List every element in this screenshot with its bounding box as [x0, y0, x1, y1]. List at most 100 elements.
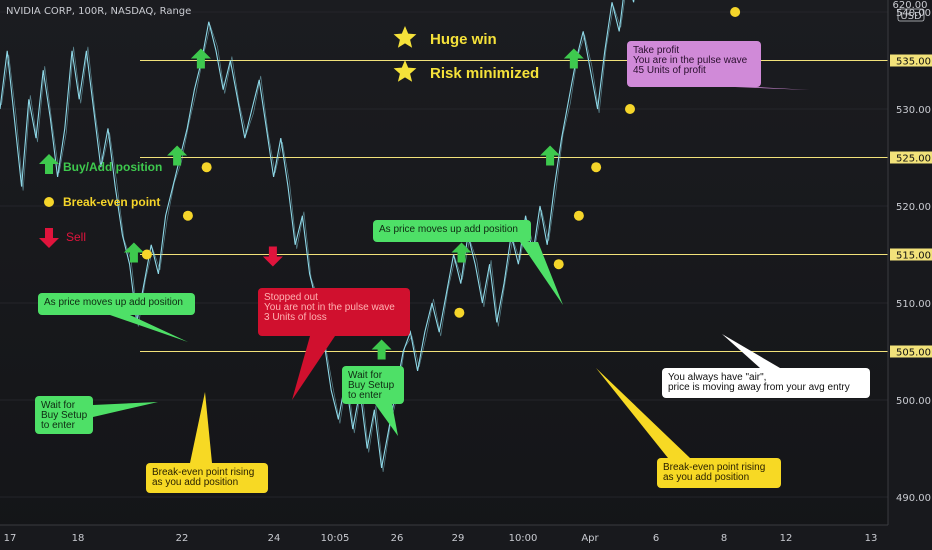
callout-text: You always have "air",: [668, 372, 766, 383]
breakeven-dot[interactable]: [182, 210, 193, 221]
callout-text: You are in the pulse wave: [633, 55, 748, 66]
price-wicks: [1, 0, 625, 472]
x-tick-label: 24: [268, 533, 281, 544]
x-tick-label: 17: [4, 533, 17, 544]
currency-label: USD: [900, 11, 922, 22]
callout-text: to enter: [348, 390, 383, 401]
y-tick-label: 520.00: [896, 202, 931, 213]
level-label-box: [890, 151, 932, 164]
time-axis-panel[interactable]: [0, 525, 932, 550]
callout-text: Take profit: [633, 45, 679, 56]
y-tick-label: 540.00: [896, 8, 931, 19]
level-label-box: [890, 248, 932, 261]
legend-star-label: Risk minimized: [430, 65, 539, 82]
x-tick-label: 8: [721, 533, 727, 544]
currency-box[interactable]: [897, 8, 925, 22]
buy-arrow-icon[interactable]: [123, 242, 144, 263]
buy-arrow-icon[interactable]: [451, 242, 472, 263]
callout-text: to enter: [41, 420, 76, 431]
x-tick-label: 18: [72, 533, 85, 544]
x-tick-labels: 17 18 22 24 10:05 26 29 10:00 Apr 6 8 12 13: [4, 533, 878, 544]
legend-buy-arrow-icon[interactable]: [39, 154, 59, 174]
buy-arrow-icon[interactable]: [540, 145, 561, 166]
trade-markers: [123, 7, 741, 360]
level-label: 505.00: [896, 348, 931, 359]
callout-text: As price moves up add position: [44, 297, 183, 308]
legend-sell-label: Sell: [66, 230, 86, 244]
legend-breakeven-dot: [44, 197, 54, 207]
callout-text: Stopped out: [264, 292, 318, 303]
star-icon: [393, 26, 417, 48]
breakeven-dot[interactable]: [730, 7, 741, 17]
legend-breakeven-label: Break-even point: [63, 195, 160, 209]
level-label-box: [890, 345, 932, 358]
breakeven-dot[interactable]: [573, 210, 584, 221]
x-tick-label: 6: [653, 533, 659, 544]
callout-text: as you add position: [152, 477, 238, 488]
breakeven-dot[interactable]: [553, 259, 564, 270]
callout-text: Wait for: [41, 400, 76, 411]
level-label: 525.00: [896, 154, 931, 165]
callout-text: 45 Units of profit: [633, 65, 706, 76]
sell-arrow-icon[interactable]: [262, 246, 283, 267]
breakeven-dot[interactable]: [141, 249, 152, 260]
breakeven-dot[interactable]: [591, 162, 602, 173]
callout-text: Break-even point rising: [663, 462, 765, 473]
level-label-box: [890, 54, 932, 67]
callout-as-price-moves-right[interactable]: As price moves up add position: [373, 220, 563, 305]
legend-star-label: Huge win: [430, 31, 497, 48]
x-tick-label: 10:05: [321, 533, 350, 544]
x-tick-label: Apr: [581, 533, 599, 544]
top-price-label: 620.00: [893, 0, 928, 11]
buy-arrow-icon[interactable]: [563, 48, 584, 69]
price-series: [0, 0, 635, 472]
callout-text: Break-even point rising: [152, 467, 254, 478]
callout-as-price-moves-left[interactable]: As price moves up add position: [38, 293, 195, 342]
price-line: [0, 0, 635, 469]
callout-text: Buy Setup: [348, 380, 395, 391]
callout-text: 3 Units of loss: [264, 312, 327, 323]
level-label: 515.00: [896, 251, 931, 262]
y-tick-labels: 490.00500.00510.00520.00530.00540.00550.…: [890, 8, 932, 504]
y-tick-label: 510.00: [896, 299, 931, 310]
level-label: 535.00: [896, 57, 931, 68]
callout-text: price is moving away from your avg entry: [668, 382, 850, 393]
callout-text: As price moves up add position: [379, 224, 518, 235]
y-tick-label: 500.00: [896, 396, 931, 407]
symbol-header: NVIDIA CORP, 100R, NASDAQ, Range: [6, 6, 191, 17]
legend-sell-arrow-icon[interactable]: [39, 228, 59, 248]
x-tick-label: 13: [865, 533, 878, 544]
buy-arrow-icon[interactable]: [371, 339, 392, 360]
buy-arrow-icon[interactable]: [190, 48, 211, 69]
x-tick-label: 12: [780, 533, 793, 544]
breakeven-dot[interactable]: [625, 104, 635, 114]
buy-arrow-icon[interactable]: [167, 145, 188, 166]
price-levels: [140, 60, 888, 352]
star-icon: [393, 60, 417, 82]
y-tick-label: 530.00: [896, 105, 931, 116]
legend: Huge win Risk minimized Buy/Add position Br…: [39, 26, 539, 248]
x-tick-label: 29: [452, 533, 465, 544]
callout-text: Buy Setup: [41, 410, 88, 421]
callout-text: Wait for: [348, 370, 383, 381]
breakeven-dot[interactable]: [201, 162, 212, 173]
x-tick-label: 10:00: [509, 533, 538, 544]
callout-text: as you add position: [663, 472, 749, 483]
callout-text: You are not in the pulse wave: [264, 302, 395, 313]
price-axis-panel[interactable]: [888, 0, 932, 525]
y-tick-label: 490.00: [896, 493, 931, 504]
callout-air[interactable]: You always have "air",price is moving aw…: [662, 334, 870, 398]
legend-buy-label: Buy/Add position: [63, 160, 162, 174]
x-tick-label: 26: [391, 533, 404, 544]
breakeven-dot[interactable]: [454, 307, 465, 318]
